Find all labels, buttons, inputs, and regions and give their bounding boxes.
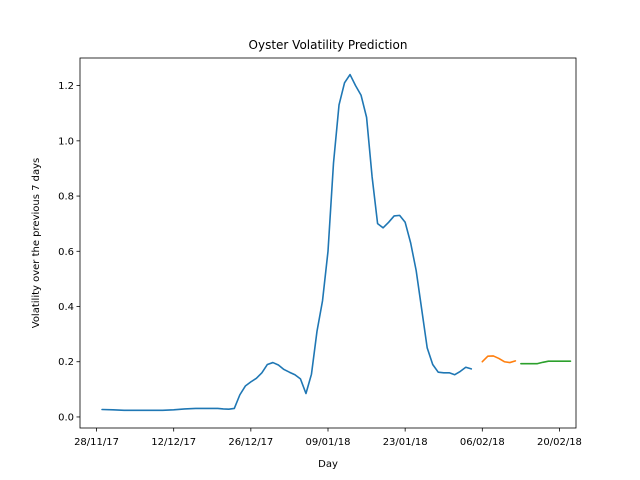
x-tick-label: 26/12/17: [228, 437, 273, 448]
chart-title: Oyster Volatility Prediction: [249, 38, 408, 52]
y-tick-label: 0.8: [58, 192, 74, 203]
x-tick-label: 23/01/18: [383, 437, 428, 448]
x-tick-label: 12/12/17: [151, 437, 196, 448]
y-tick-label: 1.0: [58, 136, 74, 147]
y-tick-label: 0.4: [58, 302, 74, 313]
series-layer: [101, 73, 572, 412]
x-axis: 28/11/17 12/12/17 26/12/17 09/01/18 23/01/18…: [74, 428, 582, 448]
x-tick-label: 20/02/18: [537, 437, 582, 448]
y-tick-label: 0.2: [58, 357, 74, 368]
y-axis-label: Volatility over the previous 7 days: [31, 158, 42, 329]
series-line-3: [520, 360, 572, 365]
series-line-1: [101, 73, 473, 412]
y-tick-label: 1.2: [58, 81, 74, 92]
plot-frame: [79, 57, 577, 429]
x-axis-label: Day: [318, 459, 338, 470]
x-tick-label: 06/02/18: [460, 437, 505, 448]
y-tick-label: 0.6: [58, 247, 74, 258]
x-tick-label: 09/01/18: [306, 437, 351, 448]
y-axis: 0.0 0.2 0.4 0.6 0.8 1.0 1.2: [58, 81, 80, 423]
x-tick-label: 28/11/17: [74, 437, 119, 448]
y-tick-label: 0.0: [58, 412, 74, 423]
series-line-2: [481, 355, 517, 364]
